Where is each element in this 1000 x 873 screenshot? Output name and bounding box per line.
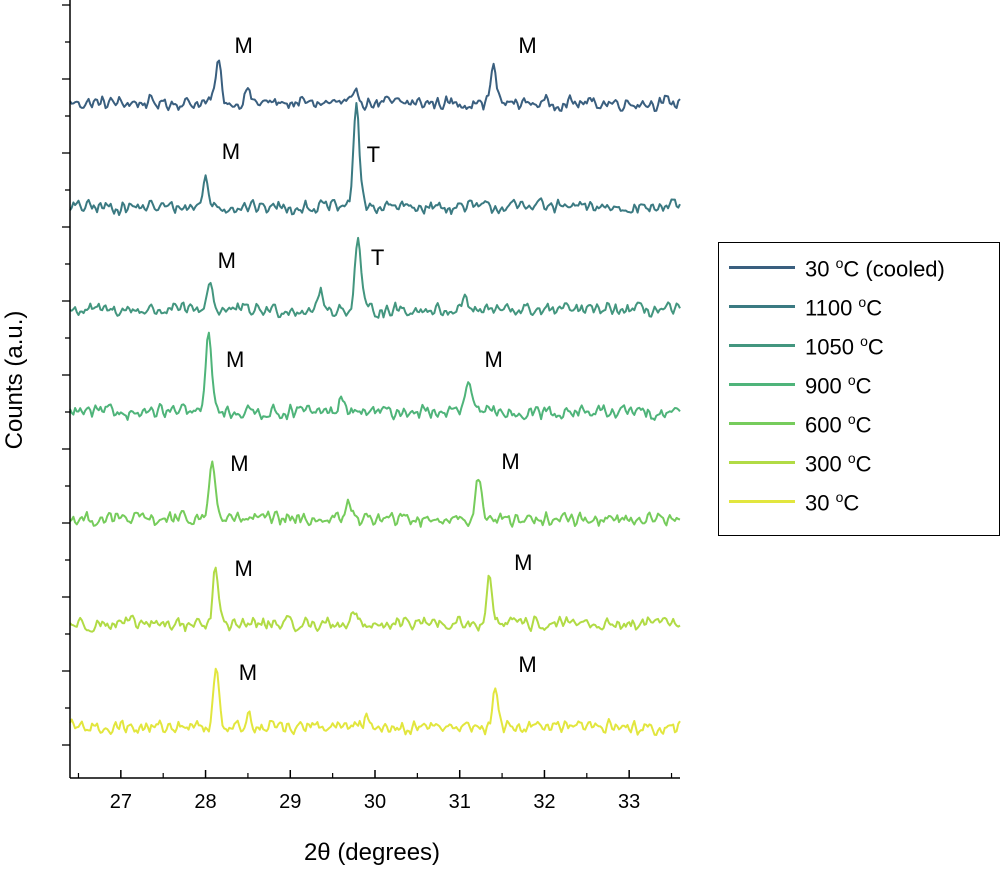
series-line (69, 59, 681, 112)
legend-label: 30 oC (805, 489, 859, 516)
x-tick-label: 27 (110, 791, 132, 813)
legend-label-main: 1100 (805, 295, 859, 321)
peak-annotation: M (501, 449, 519, 474)
legend-label-degree: o (847, 372, 856, 388)
series-line (69, 460, 681, 528)
series-line (69, 236, 681, 319)
peak-annotation: M (518, 652, 536, 677)
legend-label-rest: C (866, 295, 883, 321)
x-tick-label: 31 (449, 791, 471, 813)
legend-label-rest: C (867, 334, 884, 360)
series-line (69, 331, 681, 421)
legend-label-degree: o (847, 411, 856, 427)
legend-swatch (729, 461, 795, 464)
x-tick-label: 28 (194, 791, 216, 813)
legend-label-main: 30 (805, 490, 836, 516)
peak-annotation: M (239, 660, 257, 685)
legend-label-rest: C (843, 490, 860, 516)
x-ticks: 27 28 29 30 31 32 33 (77, 770, 673, 813)
peak-annotation: T (367, 142, 380, 167)
legend-item: 600 oC (719, 409, 999, 439)
legend-label-rest: C (855, 451, 872, 477)
plot-lines (69, 59, 681, 736)
legend-label-degree: o (835, 255, 844, 271)
x-tick-label: 30 (364, 791, 386, 813)
legend-swatch (729, 500, 795, 503)
legend-item: 300 oC (719, 448, 999, 478)
legend-label-rest: C (855, 412, 872, 438)
legend-item: 30 oC (cooled) (719, 253, 999, 283)
peak-annotation: M (222, 139, 240, 164)
series-line (69, 667, 681, 736)
legend-swatch (729, 266, 795, 269)
legend-item: 30 oC (719, 487, 999, 517)
x-tick-label: 33 (618, 791, 640, 813)
legend: 30 oC (cooled) 1100 oC 1050 oC 900 oC 600 oC… (718, 242, 1000, 536)
legend-label-main: 600 (805, 412, 848, 438)
legend-label: 600 oC (805, 411, 872, 438)
legend-label-main: 900 (805, 373, 848, 399)
legend-label-degree: o (860, 333, 868, 349)
legend-swatch (729, 305, 795, 308)
y-axis-label: Counts (a.u.) (1, 311, 28, 450)
legend-item: 1100 oC (719, 292, 999, 322)
legend-label: 900 oC (805, 372, 872, 399)
legend-label: 300 oC (805, 450, 872, 477)
x-tick-label: 29 (279, 791, 301, 813)
x-axis-label: 2θ (degrees) (304, 839, 440, 866)
legend-label: 30 oC (cooled) (805, 255, 945, 282)
y-ticks (62, 4, 70, 746)
x-tick-label: 32 (533, 791, 555, 813)
legend-label-rest: C (cooled) (843, 256, 945, 282)
legend-label-rest: C (855, 373, 872, 399)
peak-annotation: M (235, 33, 253, 58)
legend-swatch (729, 383, 795, 386)
peak-annotation: M (226, 347, 244, 372)
legend-swatch (729, 344, 795, 347)
legend-item: 900 oC (719, 370, 999, 400)
legend-swatch (729, 422, 795, 425)
legend-item: 1050 oC (719, 331, 999, 361)
peak-annotation: M (235, 556, 253, 581)
legend-label: 1050 oC (805, 333, 884, 360)
legend-label-main: 300 (805, 451, 848, 477)
legend-label-main: 30 (805, 256, 836, 282)
series-line (69, 566, 681, 633)
legend-label-main: 1050 (805, 334, 861, 360)
series-line (69, 102, 681, 216)
peak-annotation: M (230, 451, 248, 476)
peak-annotation: M (218, 248, 236, 273)
peak-annotation: T (371, 245, 384, 270)
legend-label-degree: o (858, 294, 867, 310)
peak-annotation: M (484, 347, 502, 372)
peak-annotations: M M M T M T M M M M M M M M (218, 33, 537, 685)
legend-label-degree: o (835, 489, 844, 505)
legend-label: 1100 oC (805, 294, 882, 321)
peak-annotation: M (514, 550, 532, 575)
peak-annotation: M (518, 33, 536, 58)
legend-label-degree: o (847, 450, 856, 466)
